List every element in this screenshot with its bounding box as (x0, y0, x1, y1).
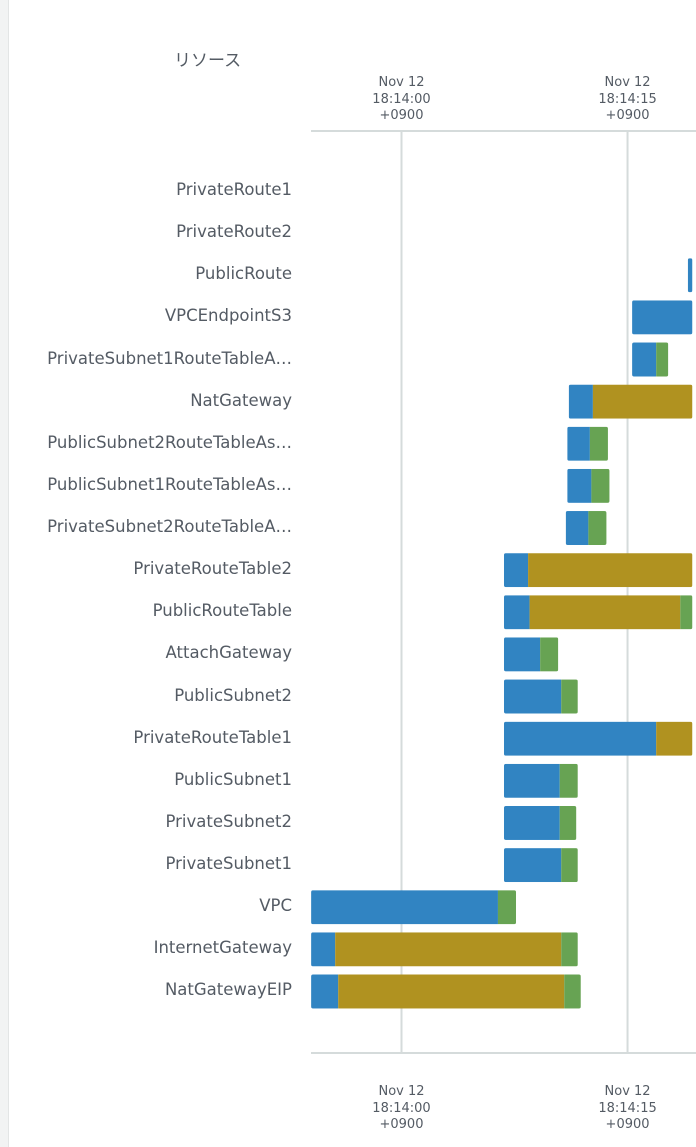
resource-bar[interactable] (503, 553, 693, 588)
resource-label: PrivateRouteTable1 (133, 727, 292, 747)
bar-segment-phase3 (540, 637, 559, 672)
bar-segment-phase1 (503, 553, 529, 588)
bar-segment-phase1 (503, 679, 562, 714)
resource-label: PrivateRoute1 (176, 180, 292, 199)
resource-bar[interactable] (311, 932, 578, 967)
bar-segment-phase2 (528, 553, 693, 588)
resource-label: PublicSubnet2RouteTableAs… (47, 432, 292, 452)
bar-segment-phase3 (656, 342, 669, 377)
bar-segment-phase1 (311, 932, 336, 967)
bars-group (311, 258, 693, 1009)
tick-date: Nov 12 (378, 75, 425, 90)
resource-bar[interactable] (311, 890, 517, 925)
resource-bar[interactable] (503, 848, 578, 883)
tick-label-top: Nov 12 18:14:15 +0900 (568, 75, 688, 125)
bar-segment-phase2 (529, 595, 681, 630)
bar-segment-phase3 (589, 426, 608, 461)
bar-segment-phase1 (632, 342, 657, 377)
bar-segment-phase1 (687, 258, 693, 293)
bar-segment-phase3 (591, 468, 610, 503)
resource-label: VPC (259, 896, 292, 916)
bar-segment-phase3 (561, 679, 578, 714)
tick-label-bottom: Nov 12 18:14:00 +0900 (342, 1084, 462, 1134)
bar-segment-phase1 (503, 848, 562, 883)
bar-segment-phase1 (503, 721, 657, 756)
tick-label-top: Nov 12 18:14:00 +0900 (342, 75, 462, 125)
resource-bar[interactable] (632, 342, 669, 377)
bar-segment-phase1 (567, 426, 590, 461)
tick-date: Nov 12 (604, 1084, 651, 1099)
tick-tz: +0900 (379, 108, 424, 123)
resource-bar[interactable] (503, 805, 577, 840)
tick-time: 18:14:00 (372, 91, 431, 107)
resource-bar[interactable] (565, 511, 607, 546)
resource-label: PrivateRoute2 (176, 222, 292, 242)
resource-bar[interactable] (568, 384, 693, 419)
bar-segment-phase2 (335, 932, 562, 967)
tick-time: 18:14:15 (598, 91, 657, 107)
tick-time: 18:14:00 (372, 1100, 431, 1116)
resource-bar[interactable] (503, 721, 693, 756)
tick-date: Nov 12 (378, 1084, 425, 1099)
bar-segment-phase1 (311, 974, 339, 1009)
resource-label: InternetGateway (153, 938, 292, 958)
bar-segment-phase2 (338, 974, 565, 1009)
resource-bar[interactable] (567, 468, 610, 503)
resource-label: PublicRouteTable (152, 601, 292, 621)
bar-segment-phase1 (503, 595, 530, 630)
resource-bar[interactable] (503, 679, 578, 714)
tick-tz: +0900 (605, 108, 650, 123)
bar-segment-phase2 (656, 721, 693, 756)
tick-label-bottom: Nov 12 18:14:15 +0900 (568, 1084, 688, 1134)
bar-segment-phase1 (632, 300, 693, 335)
bar-segment-phase1 (503, 763, 560, 798)
bar-segment-phase3 (588, 511, 607, 546)
bar-segment-phase1 (503, 637, 541, 672)
bar-segment-phase3 (564, 974, 581, 1009)
resource-bar[interactable] (503, 763, 578, 798)
tick-date: Nov 12 (604, 75, 651, 90)
bar-segment-phase3 (559, 805, 577, 840)
resource-label: PublicSubnet2 (174, 685, 292, 705)
resource-label: PublicSubnet1 (174, 769, 292, 789)
resource-bar[interactable] (632, 300, 693, 335)
resource-bar[interactable] (311, 974, 581, 1009)
resource-label: PrivateSubnet1 (165, 854, 292, 874)
resource-bar[interactable] (687, 258, 693, 293)
resource-label: NatGateway (190, 390, 292, 410)
resource-label: PrivateSubnet1RouteTableA… (47, 348, 292, 368)
resources-column-header: リソース (174, 51, 242, 71)
bar-segment-phase3 (680, 595, 693, 630)
bar-segment-phase3 (561, 932, 578, 967)
bar-segment-phase2 (592, 384, 693, 419)
bar-segment-phase3 (561, 848, 578, 883)
resource-label: VPCEndpointS3 (164, 306, 292, 326)
bar-segment-phase3 (497, 890, 517, 925)
left-panel-border (0, 0, 9, 1147)
bar-segment-phase1 (567, 468, 592, 503)
tick-tz: +0900 (379, 1117, 424, 1132)
tick-time: 18:14:15 (598, 1100, 657, 1116)
resource-label: PublicSubnet1RouteTableAs… (47, 474, 292, 494)
resource-label: AttachGateway (165, 643, 292, 663)
resource-label: PrivateSubnet2 (165, 811, 292, 831)
resource-bar[interactable] (567, 426, 608, 461)
resource-label: PublicRoute (195, 264, 292, 284)
bar-segment-phase1 (311, 890, 498, 925)
bar-segment-phase1 (503, 805, 560, 840)
resource-label: NatGatewayEIP (164, 980, 292, 1000)
resource-label: PrivateSubnet2RouteTableA… (47, 517, 292, 537)
resource-bar[interactable] (503, 595, 693, 630)
resource-bar[interactable] (503, 637, 559, 672)
bar-segment-phase3 (559, 763, 578, 798)
tick-tz: +0900 (605, 1117, 650, 1132)
resource-label: PrivateRouteTable2 (133, 559, 292, 579)
bar-segment-phase1 (565, 511, 589, 546)
bar-segment-phase1 (568, 384, 593, 419)
